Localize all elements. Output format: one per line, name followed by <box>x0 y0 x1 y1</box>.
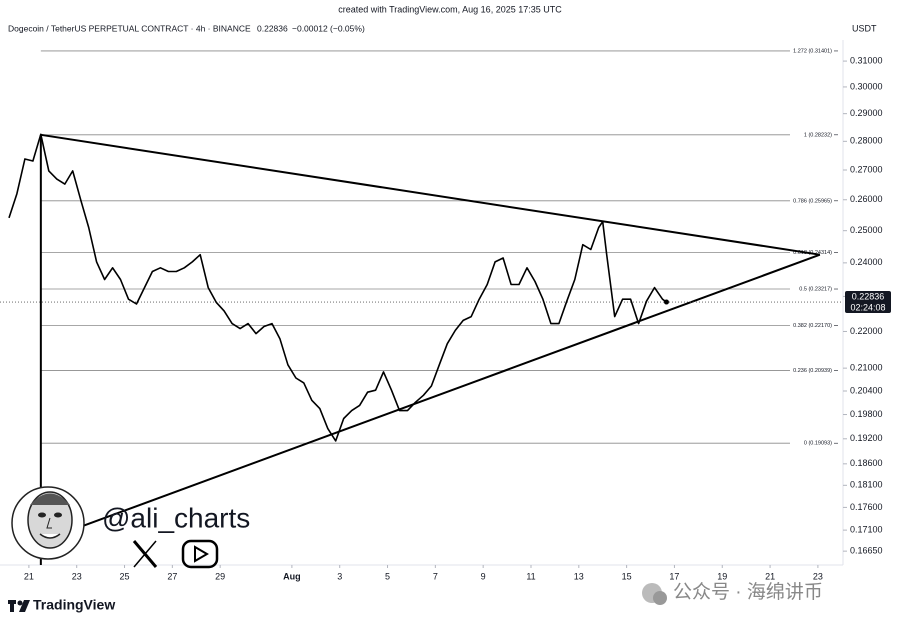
x-tick-label: 5 <box>385 571 390 581</box>
y-tick-label: 0.22000 <box>850 326 883 336</box>
y-tick-label: 0.16650 <box>850 546 883 556</box>
x-tick-label: 11 <box>526 571 535 581</box>
fib-label: 0.786 (0.25965) <box>793 198 832 204</box>
fib-label: 1 (0.28232) <box>804 132 832 138</box>
y-tick-label: 0.18600 <box>850 458 883 468</box>
x-tick-label: 15 <box>622 571 632 581</box>
x-tick-label: 21 <box>24 571 34 581</box>
x-tick-label: 29 <box>215 571 225 581</box>
chart-title: Dogecoin / TetherUS PERPETUAL CONTRACT ·… <box>8 23 251 33</box>
x-tick-label: 17 <box>669 571 679 581</box>
x-tick-label: 19 <box>717 571 727 581</box>
x-logo <box>132 540 158 568</box>
y-tick-label: 0.17600 <box>850 502 883 512</box>
trendline <box>39 253 821 543</box>
last-point <box>663 299 669 305</box>
x-tick-label: 21 <box>765 571 775 581</box>
fib-label: 0 (0.19093) <box>804 441 832 447</box>
fib-label: 1.272 (0.31401) <box>793 48 832 54</box>
x-tick-label: 13 <box>574 571 584 581</box>
fib-label: 0.236 (0.20939) <box>793 368 832 374</box>
x-tick-label: 9 <box>481 571 486 581</box>
watermark: @ali_charts <box>102 502 250 533</box>
created-note: created with TradingView.com, Aug 16, 20… <box>338 4 562 14</box>
x-tick-label: 23 <box>72 571 82 581</box>
avatar <box>11 486 85 560</box>
axis-layer: 0.31000 0.30000 0.29000 0.28000 0.27000 0.260… <box>24 55 891 581</box>
price-box <box>845 291 891 314</box>
y-tick-label: 0.30000 <box>850 81 883 91</box>
y-tick-label: 0.27000 <box>850 164 883 174</box>
y-tick-label: 0.29000 <box>850 108 883 118</box>
y-tick-label: 0.17100 <box>850 524 883 534</box>
fib-label: 0.5 (0.23217) <box>799 286 832 292</box>
fib-label: 0.382 (0.22170) <box>793 323 832 329</box>
y-tick-label: 0.25000 <box>850 225 883 235</box>
header-price: 0.22836 <box>257 23 288 33</box>
y-tick-label: 0.26000 <box>850 194 883 204</box>
x-tick-label: 3 <box>337 571 342 581</box>
x-tick-label: Aug <box>283 571 301 581</box>
x-tick-label: 27 <box>167 571 177 581</box>
y-tick-label: 0.18100 <box>850 480 883 490</box>
youtube-logo <box>181 539 219 569</box>
y-tick-label: 0.20400 <box>850 385 883 395</box>
header-change: −0.00012 (−0.05%) <box>292 23 365 33</box>
x-tick-label: 23 <box>813 571 823 581</box>
y-tick-label: 0.21000 <box>850 363 883 373</box>
currency: USDT <box>852 23 877 33</box>
brand-logo <box>8 600 30 612</box>
y-tick-label: 0.31000 <box>850 55 883 65</box>
y-tick-label: 0.28000 <box>850 136 883 146</box>
wechat-icon <box>642 583 667 605</box>
x-tick-label: 7 <box>433 571 438 581</box>
price-line <box>8 133 667 442</box>
brand: TradingView <box>33 597 115 613</box>
y-tick-label: 0.19800 <box>850 409 883 419</box>
x-tick-label: 25 <box>120 571 130 581</box>
trendline <box>40 133 821 256</box>
y-tick-label: 0.19200 <box>850 433 883 443</box>
y-tick-label: 0.24000 <box>850 257 883 267</box>
fib-layer: 1.272 (0.31401) 1 (0.28232) 0.786 (0.25965… <box>40 48 838 447</box>
price-box-value: 0.22836 <box>852 291 885 301</box>
price-box-countdown: 02:24:08 <box>850 302 885 312</box>
wechat-text: 公众号 · 海绵讲币 <box>673 581 823 603</box>
